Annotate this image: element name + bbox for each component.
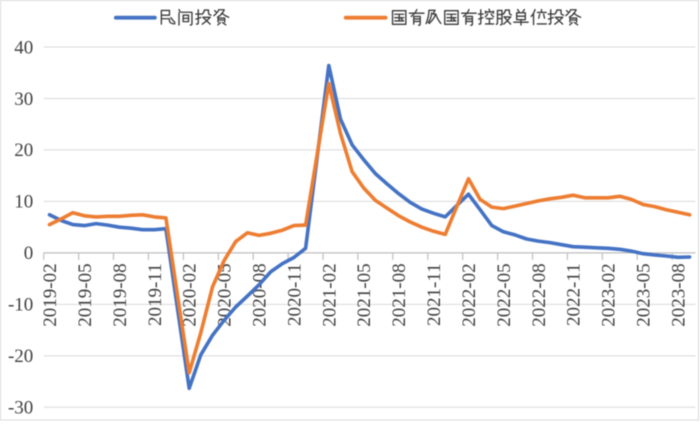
svg-text:10: 10 — [14, 192, 33, 213]
svg-text:2021-08: 2021-08 — [389, 263, 410, 326]
svg-text:2019-08: 2019-08 — [110, 263, 131, 326]
svg-text:2023-02: 2023-02 — [599, 263, 620, 326]
svg-text:2020-02: 2020-02 — [180, 263, 201, 326]
svg-text:2022-05: 2022-05 — [494, 263, 515, 326]
svg-text:-30: -30 — [8, 398, 33, 419]
svg-text:2020-11: 2020-11 — [284, 263, 305, 326]
svg-text:-20: -20 — [8, 346, 33, 367]
svg-text:2021-02: 2021-02 — [319, 263, 340, 326]
svg-text:2019-05: 2019-05 — [75, 263, 96, 326]
svg-text:2022-08: 2022-08 — [529, 263, 550, 326]
svg-text:40: 40 — [14, 37, 33, 58]
svg-text:30: 30 — [14, 89, 33, 110]
svg-text:0: 0 — [24, 243, 34, 264]
svg-text:2022-02: 2022-02 — [459, 263, 480, 326]
svg-text:2023-08: 2023-08 — [669, 263, 690, 326]
svg-text:2019-02: 2019-02 — [40, 263, 61, 326]
svg-text:2021-11: 2021-11 — [424, 263, 445, 326]
svg-text:2021-05: 2021-05 — [354, 263, 375, 326]
svg-text:-10: -10 — [8, 295, 33, 316]
svg-text:20: 20 — [14, 140, 33, 161]
svg-text:2022-11: 2022-11 — [564, 263, 585, 326]
svg-text:2023-05: 2023-05 — [634, 263, 655, 326]
svg-text:2019-11: 2019-11 — [145, 263, 166, 326]
